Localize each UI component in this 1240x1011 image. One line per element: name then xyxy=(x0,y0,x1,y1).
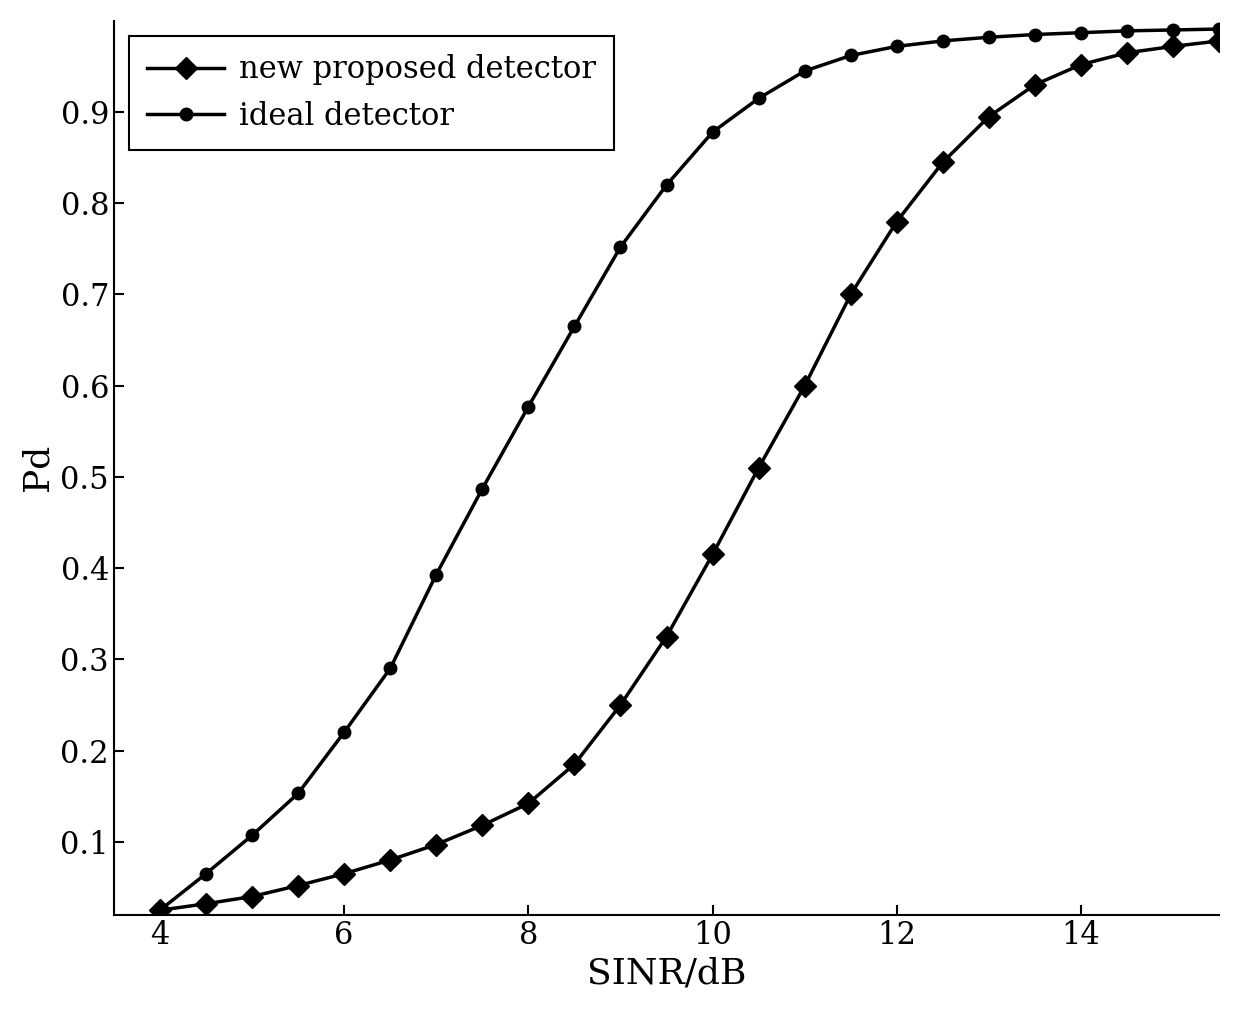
new proposed detector xyxy=(244,891,259,903)
Y-axis label: Pd: Pd xyxy=(21,444,55,491)
X-axis label: SINR/dB: SINR/dB xyxy=(587,956,746,990)
ideal detector xyxy=(1211,23,1226,35)
ideal detector xyxy=(843,50,858,62)
ideal detector xyxy=(660,179,675,191)
new proposed detector xyxy=(751,462,766,474)
new proposed detector xyxy=(521,798,536,810)
ideal detector xyxy=(429,568,444,580)
new proposed detector xyxy=(1074,59,1089,71)
new proposed detector xyxy=(889,215,904,227)
Legend: new proposed detector, ideal detector: new proposed detector, ideal detector xyxy=(129,36,615,150)
new proposed detector xyxy=(475,819,490,831)
new proposed detector xyxy=(1166,40,1180,53)
ideal detector xyxy=(1166,24,1180,36)
ideal detector xyxy=(981,31,996,43)
ideal detector xyxy=(1028,28,1043,40)
ideal detector xyxy=(290,788,305,800)
new proposed detector xyxy=(981,110,996,122)
ideal detector xyxy=(1120,25,1135,37)
new proposed detector xyxy=(1211,34,1226,47)
new proposed detector xyxy=(429,838,444,850)
new proposed detector xyxy=(843,288,858,300)
ideal detector xyxy=(383,662,398,674)
ideal detector xyxy=(153,904,167,916)
ideal detector xyxy=(567,320,582,333)
Line: new proposed detector: new proposed detector xyxy=(153,33,1226,918)
new proposed detector xyxy=(1120,47,1135,59)
new proposed detector xyxy=(337,867,352,880)
ideal detector xyxy=(706,126,720,139)
ideal detector xyxy=(613,241,627,253)
new proposed detector xyxy=(567,758,582,770)
new proposed detector xyxy=(935,156,950,168)
ideal detector xyxy=(475,482,490,494)
new proposed detector xyxy=(797,380,812,392)
new proposed detector xyxy=(660,631,675,643)
ideal detector xyxy=(198,867,213,880)
new proposed detector xyxy=(153,904,167,916)
ideal detector xyxy=(751,92,766,104)
new proposed detector xyxy=(198,898,213,910)
ideal detector xyxy=(1074,26,1089,38)
new proposed detector xyxy=(1028,79,1043,91)
Line: ideal detector: ideal detector xyxy=(154,23,1225,916)
ideal detector xyxy=(521,400,536,412)
new proposed detector xyxy=(613,699,627,711)
new proposed detector xyxy=(706,548,720,560)
ideal detector xyxy=(337,726,352,738)
ideal detector xyxy=(889,40,904,53)
ideal detector xyxy=(797,65,812,77)
new proposed detector xyxy=(290,880,305,892)
new proposed detector xyxy=(383,854,398,866)
ideal detector xyxy=(244,829,259,841)
ideal detector xyxy=(935,34,950,47)
